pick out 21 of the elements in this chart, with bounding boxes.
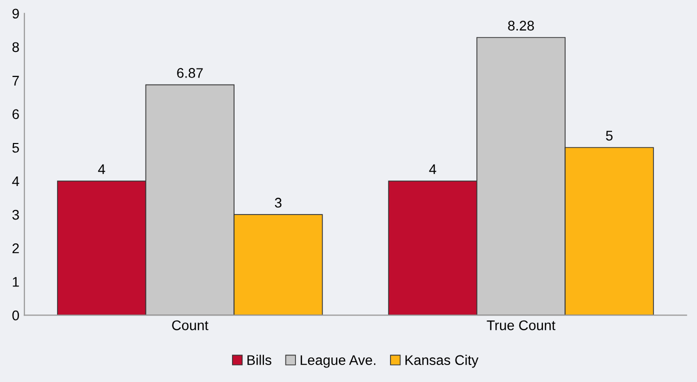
y-tick-label: 6 (12, 109, 19, 120)
y-tick-label: 7 (12, 76, 19, 86)
data-label: 4 (98, 164, 106, 174)
legend-label: Bills (248, 354, 272, 366)
x-tick-label: Count (172, 320, 208, 330)
y-tick-label: 1 (12, 277, 19, 287)
y-tick-label: 3 (12, 210, 19, 220)
data-label: 5 (606, 130, 613, 141)
data-label: 6.87 (177, 68, 203, 78)
y-tick-label: 8 (12, 42, 19, 52)
y-tick-label: 5 (12, 142, 19, 153)
legend-label: League Ave. (300, 355, 376, 368)
y-tick-label: 2 (12, 243, 19, 254)
y-tick-label: 4 (12, 176, 20, 186)
x-tick-label: True Count (486, 320, 556, 330)
data-label: 3 (274, 198, 282, 208)
data-label: 4 (429, 164, 436, 174)
y-tick-label: 0 (12, 310, 19, 320)
data-label: 8.28 (508, 20, 534, 31)
legend-label: Kansas City (406, 354, 478, 368)
y-tick-label: 9 (12, 8, 19, 19)
